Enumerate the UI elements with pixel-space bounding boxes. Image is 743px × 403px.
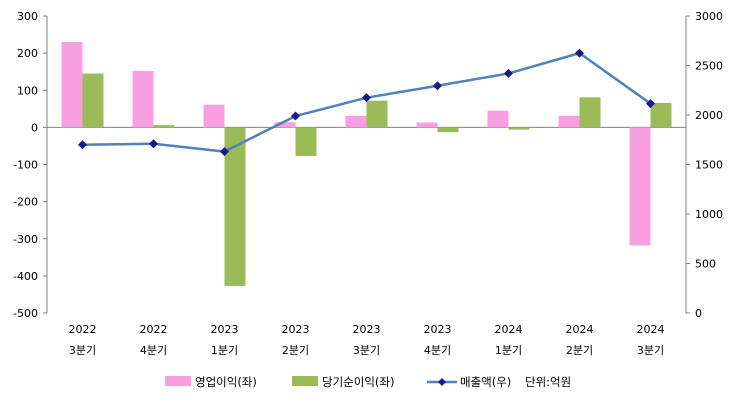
category-quarter-label: 2분기 (282, 344, 309, 357)
bar-operating-profit (61, 41, 83, 128)
bar-net-income (366, 100, 388, 128)
right-tick-label: 1000 (695, 208, 723, 221)
legend-swatch-operating-profit (165, 376, 191, 386)
left-tick-label: 200 (17, 47, 38, 60)
category-year-label: 2023 (424, 323, 452, 336)
legend-label-sales: 매출액(우) (460, 375, 511, 389)
right-tick-label: 1500 (695, 159, 723, 172)
bar-operating-profit (203, 104, 225, 128)
category-year-label: 2022 (69, 323, 97, 336)
right-tick-label: 3000 (695, 10, 723, 23)
sales-marker (575, 48, 584, 58)
bar-operating-profit (274, 122, 296, 128)
bar-operating-profit (487, 110, 509, 128)
category-labels: 2022 3분기 2022 4분기 2023 1분기 2023 2분기 2023 3분기 2023 4… (69, 323, 665, 357)
bar-net-income (579, 97, 601, 128)
bar-net-income (508, 127, 530, 130)
tick-labels: 3002001000-100-200-300-400-5003000250020… (13, 10, 723, 320)
category-quarter-label: 3분기 (637, 344, 664, 357)
category-year-label: 2023 (282, 323, 310, 336)
category-quarter-label: 4분기 (424, 344, 451, 357)
category-quarter-label: 3분기 (69, 344, 96, 357)
sales-marker (149, 139, 158, 149)
category-quarter-label: 4분기 (140, 344, 167, 357)
sales-marker (433, 81, 442, 91)
category-quarter-label: 2분기 (566, 344, 593, 357)
bar-net-income (650, 102, 672, 128)
bar-net-income (295, 127, 317, 156)
bar-operating-profit (132, 70, 154, 128)
sales-marker (646, 99, 655, 109)
right-tick-label: 500 (695, 258, 716, 271)
bar-net-income (153, 125, 175, 128)
left-tick-label: 100 (17, 84, 38, 97)
sales-marker (291, 111, 300, 121)
left-tick-label: -400 (13, 270, 38, 283)
right-tick-label: 2000 (695, 109, 723, 122)
category-quarter-label: 1분기 (211, 344, 238, 357)
left-tick-label: 300 (17, 10, 38, 23)
sales-marker (504, 68, 513, 78)
left-tick-label: -500 (13, 307, 38, 320)
sales-line (78, 48, 655, 157)
bar-operating-profit (345, 115, 367, 128)
legend-swatch-net-income (292, 376, 318, 386)
bar-operating-profit (629, 127, 651, 246)
right-tick-label: 0 (695, 307, 702, 320)
category-year-label: 2023 (211, 323, 239, 336)
legend-swatch-sales-marker (438, 378, 446, 386)
right-tick-label: 2500 (695, 60, 723, 73)
bar-net-income (437, 127, 459, 133)
left-tick-label: -200 (13, 196, 38, 209)
sales-marker (362, 93, 371, 103)
category-quarter-label: 1분기 (495, 344, 522, 357)
category-year-label: 2024 (637, 323, 665, 336)
category-year-label: 2022 (140, 323, 168, 336)
category-year-label: 2024 (566, 323, 594, 336)
bar-operating-profit (558, 115, 580, 128)
bar-net-income (224, 127, 246, 286)
unit-note: 단위:억원 (525, 375, 571, 389)
legend-label-net-income: 당기순이익(좌) (322, 375, 394, 389)
left-tick-label: -300 (13, 233, 38, 246)
category-year-label: 2024 (495, 323, 523, 336)
axes (43, 15, 690, 314)
left-tick-label: -100 (13, 159, 38, 172)
left-tick-label: 0 (31, 121, 38, 134)
category-year-label: 2023 (353, 323, 381, 336)
bar-net-income (82, 73, 104, 128)
sales-marker (78, 140, 87, 150)
bars (61, 41, 672, 286)
category-quarter-label: 3분기 (353, 344, 380, 357)
bar-operating-profit (416, 122, 438, 128)
legend-label-operating-profit: 영업이익(좌) (195, 375, 257, 389)
sales-marker (220, 147, 229, 157)
legend: 영업이익(좌) 당기순이익(좌) 매출액(우) 단위:억원 (165, 375, 571, 389)
